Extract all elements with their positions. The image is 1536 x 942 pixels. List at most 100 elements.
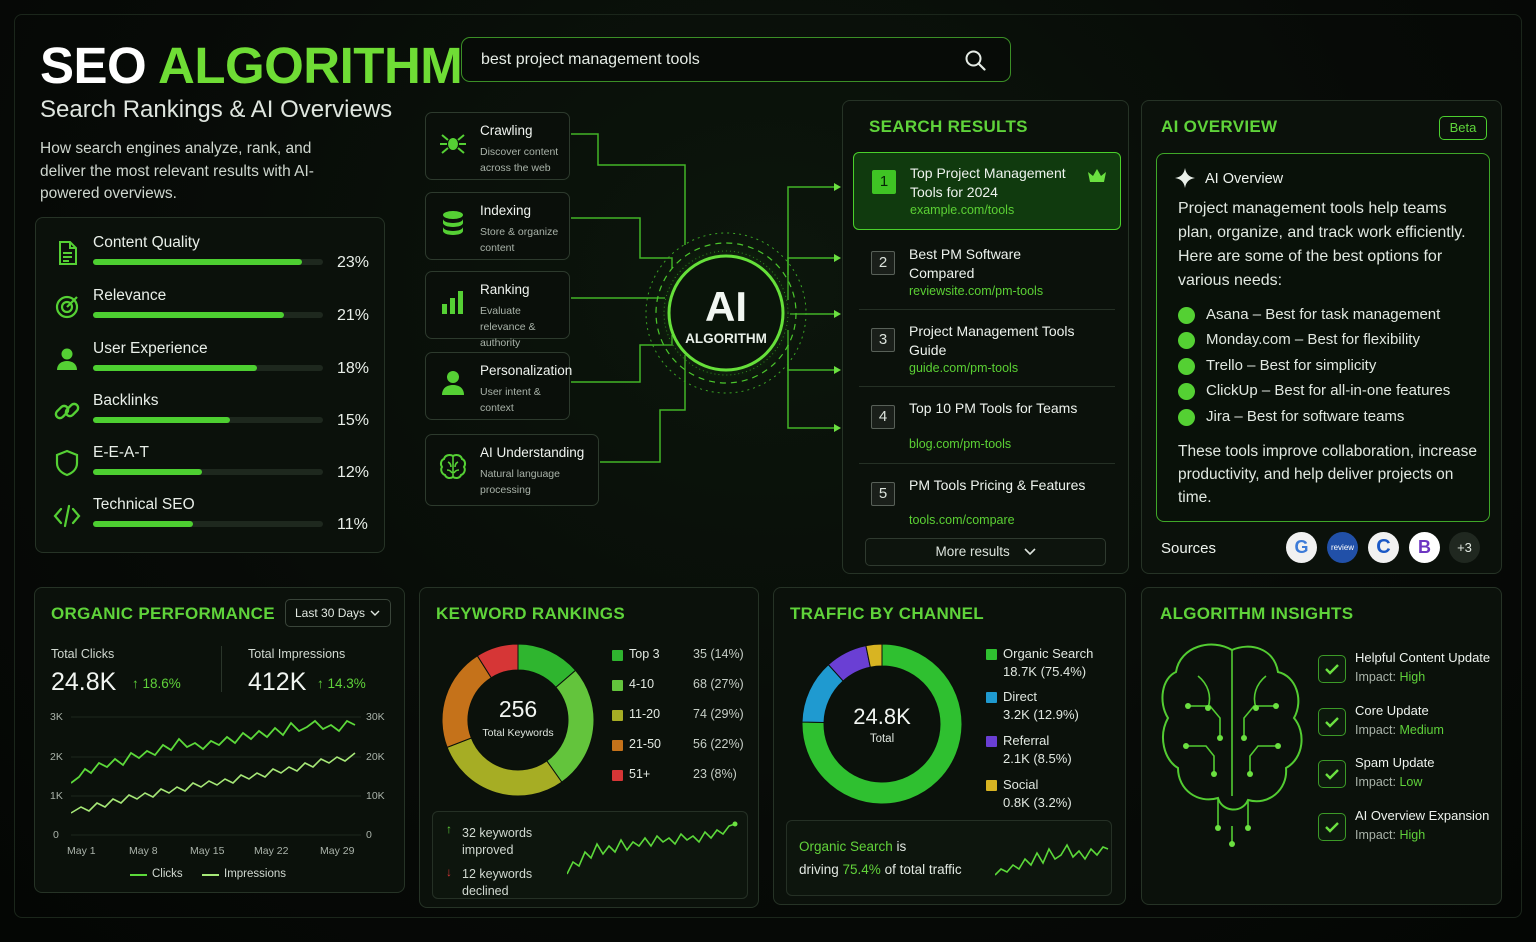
check-icon — [1318, 708, 1346, 736]
y-right-tick: 10K — [366, 790, 385, 802]
factor-bar — [93, 259, 323, 265]
impressions-legend-swatch — [202, 874, 219, 876]
overview-item: Jira – Best for software teams — [1178, 407, 1478, 429]
step-ranking[interactable]: Ranking Evaluate relevance & authority — [425, 271, 570, 349]
source-google[interactable]: G — [1286, 532, 1317, 563]
code-icon — [53, 504, 81, 528]
insight-item[interactable]: AI Overview Expansion Impact: High — [1318, 808, 1498, 850]
more-results-label: More results — [935, 544, 1010, 559]
check-circle-icon — [1178, 409, 1195, 426]
result-rank: 4 — [871, 405, 895, 429]
traffic-label: Organic Search — [1003, 646, 1094, 661]
result-title[interactable]: Project Management Tools Guide — [909, 323, 1075, 358]
insight-title: Core Update — [1355, 703, 1429, 718]
factor-relevance: Relevance 21% — [52, 287, 382, 327]
impact-value: Medium — [1399, 723, 1444, 737]
step-title: AI Understanding — [480, 445, 585, 460]
factor-bar — [93, 469, 323, 475]
result-item-1[interactable]: 1 Top Project Management Tools for 2024 … — [853, 152, 1121, 230]
source-more[interactable]: +3 — [1449, 532, 1480, 563]
step-title: Ranking — [480, 282, 530, 297]
result-rank: 2 — [871, 251, 895, 275]
impact-label: Impact: — [1355, 775, 1400, 789]
insight-item[interactable]: Spam Update Impact: Low — [1318, 755, 1498, 797]
traffic-label: Social — [1003, 777, 1039, 792]
ai-core-sublabel: ALGORITHM — [685, 331, 767, 346]
result-item-2[interactable]: 2 Best PM Software Compared reviewsite.c… — [853, 234, 1121, 312]
factor-bar-fill — [93, 312, 285, 318]
date-range-dropdown[interactable]: Last 30 Days — [285, 599, 391, 627]
result-item-5[interactable]: 5 PM Tools Pricing & Features tools.com/… — [853, 465, 1121, 543]
sources-label: Sources — [1161, 540, 1217, 557]
result-url[interactable]: blog.com/pm-tools — [909, 437, 1012, 451]
overview-intro: Project management tools help teams plan… — [1178, 200, 1466, 289]
divider — [859, 386, 1115, 387]
insight-impact: Impact: High — [1355, 828, 1425, 842]
insight-item[interactable]: Helpful Content Update Impact: High — [1318, 650, 1498, 692]
factor-percent: 11% — [337, 516, 368, 533]
traffic-note-text: of total traffic — [880, 862, 962, 877]
overview-item: Monday.com – Best for flexibility — [1178, 330, 1478, 352]
clicks-legend-swatch — [130, 874, 147, 876]
divider — [221, 646, 222, 692]
search-bar[interactable]: best project management tools — [461, 37, 1011, 82]
source-b[interactable]: B — [1409, 532, 1440, 563]
result-title[interactable]: PM Tools Pricing & Features — [909, 477, 1086, 493]
arrow-up-icon: ↑ — [132, 676, 139, 691]
keyword-donut-chart — [442, 644, 594, 796]
source-c[interactable]: C — [1368, 532, 1399, 563]
kw-label: 11-20 — [629, 707, 661, 721]
search-query[interactable]: best project management tools — [481, 51, 700, 68]
organic-performance-panel: ORGANIC PERFORMANCE Last 30 Days Total C… — [34, 587, 405, 893]
clicks-delta-value: 18.6% — [142, 676, 181, 691]
step-personalization[interactable]: Personalization User intent & context — [425, 352, 572, 420]
legend-swatch — [612, 650, 623, 661]
step-indexing[interactable]: Indexing Store & organize content — [425, 192, 570, 260]
step-crawling[interactable]: Crawling Discover content across the web — [425, 112, 570, 180]
legend-swatch — [986, 736, 997, 747]
more-results-button[interactable]: More results — [865, 538, 1106, 566]
page-title: SEO ALGORITHM — [40, 36, 463, 95]
kw-label: Top 3 — [629, 647, 660, 661]
result-url[interactable]: tools.com/compare — [909, 513, 1015, 527]
result-rank: 1 — [872, 170, 896, 194]
factor-bar-fill — [93, 469, 203, 475]
factor-technical-seo: Technical SEO 11% — [52, 496, 382, 536]
insight-title: Spam Update — [1355, 755, 1435, 770]
result-url[interactable]: reviewsite.com/pm-tools — [909, 284, 1044, 298]
result-title[interactable]: Best PM Software Compared — [909, 246, 1022, 281]
result-item-4[interactable]: 4 Top 10 PM Tools for Teams blog.com/pm-… — [853, 388, 1121, 466]
keyword-rankings-panel: KEYWORD RANKINGS 256 Total Keywords Top … — [419, 587, 759, 908]
y-right-tick: 20K — [366, 751, 385, 763]
factor-backlinks: Backlinks 15% — [52, 392, 382, 432]
factor-bar — [93, 365, 323, 371]
y-left-tick: 0 — [53, 829, 59, 841]
clicks-value: 24.8K — [51, 668, 117, 696]
x-tick: May 29 — [320, 845, 355, 857]
result-url[interactable]: guide.com/pm-tools — [909, 361, 1019, 375]
result-item-3[interactable]: 3 Project Management Tools Guide guide.c… — [853, 311, 1121, 389]
insight-item[interactable]: Core Update Impact: Medium — [1318, 703, 1498, 745]
insight-title: Helpful Content Update — [1355, 650, 1491, 665]
donut-slice-11-20 — [446, 737, 563, 796]
overview-heading: AI Overview — [1205, 171, 1284, 187]
impact-value: Low — [1399, 775, 1423, 789]
results-title: SEARCH RESULTS — [869, 117, 1028, 136]
x-tick: May 22 — [254, 845, 289, 857]
factor-percent: 18% — [337, 360, 370, 377]
legend-swatch — [612, 740, 623, 751]
donut-slice-social — [865, 644, 883, 668]
traffic-value: 3.2K (12.9%) — [1003, 707, 1079, 722]
step-ai-understanding[interactable]: AI Understanding Natural language proces… — [425, 434, 599, 506]
result-title[interactable]: Top 10 PM Tools for Teams — [909, 400, 1078, 416]
clicks-label: Total Clicks — [51, 647, 115, 661]
source-review[interactable]: review — [1327, 532, 1358, 563]
result-title[interactable]: Top Project Management Tools for 2024 — [910, 165, 1066, 200]
check-circle-icon — [1178, 307, 1195, 324]
traffic-total: 24.8K — [853, 704, 911, 729]
kw-label: 51+ — [629, 767, 651, 781]
keywords-title: KEYWORD RANKINGS — [436, 604, 625, 623]
search-icon[interactable] — [965, 50, 986, 71]
brain-icon — [439, 454, 467, 480]
result-url[interactable]: example.com/tools — [910, 203, 1015, 217]
